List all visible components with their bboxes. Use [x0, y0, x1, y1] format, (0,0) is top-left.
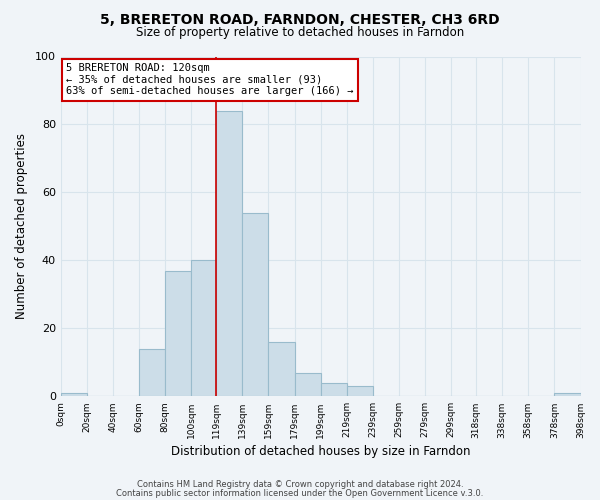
Bar: [242, 213, 268, 396]
Bar: [347, 386, 373, 396]
Y-axis label: Number of detached properties: Number of detached properties: [15, 134, 28, 320]
Bar: [320, 382, 347, 396]
Text: Contains public sector information licensed under the Open Government Licence v.: Contains public sector information licen…: [116, 488, 484, 498]
Text: Size of property relative to detached houses in Farndon: Size of property relative to detached ho…: [136, 26, 464, 39]
Bar: [191, 260, 216, 396]
Text: 5, BRERETON ROAD, FARNDON, CHESTER, CH3 6RD: 5, BRERETON ROAD, FARNDON, CHESTER, CH3 …: [100, 12, 500, 26]
Bar: [554, 393, 581, 396]
Bar: [295, 372, 320, 396]
Bar: [216, 111, 242, 397]
Bar: [165, 270, 191, 396]
Text: 5 BRERETON ROAD: 120sqm
← 35% of detached houses are smaller (93)
63% of semi-de: 5 BRERETON ROAD: 120sqm ← 35% of detache…: [66, 64, 353, 96]
Text: Contains HM Land Registry data © Crown copyright and database right 2024.: Contains HM Land Registry data © Crown c…: [137, 480, 463, 489]
Bar: [139, 348, 165, 397]
Bar: [268, 342, 295, 396]
Bar: [61, 393, 87, 396]
X-axis label: Distribution of detached houses by size in Farndon: Distribution of detached houses by size …: [171, 444, 470, 458]
